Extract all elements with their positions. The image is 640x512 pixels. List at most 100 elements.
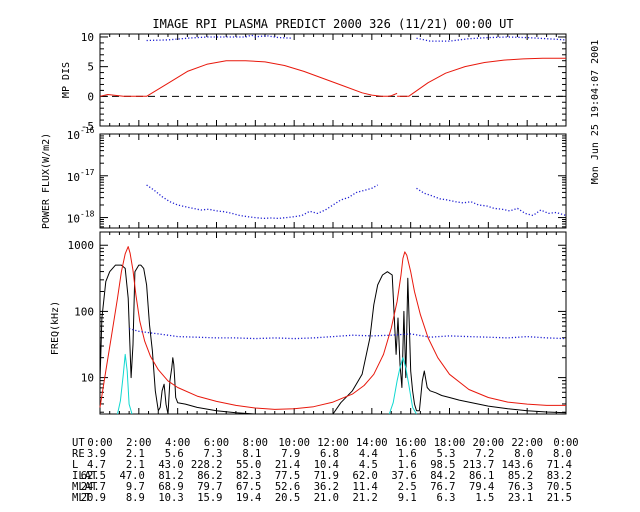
ephemeris-cell: 83.2 [547,470,572,482]
power-flux-line [416,187,567,217]
ephemeris-cell: 84.2 [430,470,455,482]
ephemeris-cell: 62.5 [81,470,106,482]
ephemeris-cell: 86.1 [469,470,494,482]
ephemeris-cell: 6:00 [204,437,229,449]
ephemeris-cell: 3.9 [87,448,106,460]
mp-dis-panel: 10 5 0 -5 [81,31,567,133]
power-flux-axis-label: POWER FLUX(W/m2) [41,133,52,229]
ephemeris-cell: 79.4 [469,481,494,493]
ephemeris-cell: 20.5 [275,492,300,504]
ephemeris-cell: 4.4 [359,448,378,460]
ephemeris-cell: 77.5 [275,470,300,482]
ephemeris-cell: 21.2 [353,492,378,504]
y-tick-exponent: -18 [80,210,95,219]
ephemeris-cell: 82.3 [236,470,261,482]
ephemeris-cell: 67.5 [236,481,261,493]
ephemeris-cell: 24.7 [81,481,106,493]
ephemeris-cell: 19.4 [236,492,261,504]
magnetopause-distance-line [397,57,566,97]
ephemeris-cell: 36.2 [314,481,339,493]
ephemeris-cell: 6.3 [437,492,456,504]
ephemeris-cell: 9.1 [398,492,417,504]
plasma-frequency-line [99,264,333,415]
ephemeris-cell: 2.1 [126,448,145,460]
mp-dis-axis-label: MP DIS [61,62,72,98]
magnetopause-distance-line [99,60,398,97]
ephemeris-cell: 213.7 [463,459,495,471]
ephemeris-row-label: MLT [72,492,92,504]
ephemeris-cell: 1.6 [398,448,417,460]
ephemeris-cell: 62.0 [353,470,378,482]
ephemeris-cell: 0:00 [553,437,578,449]
frequency-panel: 1000 100 10 [68,231,567,415]
ephemeris-cell: 20.9 [81,492,106,504]
gyrofrequency-line [99,246,566,410]
ephemeris-cell: 6.8 [320,448,339,460]
ephemeris-cell: 8.0 [553,448,572,460]
ephemeris-cell: 8.9 [126,492,145,504]
ephemeris-cell: 23.1 [508,492,533,504]
ephemeris-cell: 8.1 [242,448,261,460]
plasma-frequency-line [332,271,567,415]
ephemeris-cell: 4.5 [359,459,378,471]
ephemeris-cell: 85.2 [508,470,533,482]
ephemeris-cell: 79.7 [197,481,222,493]
y-tick-exponent: -17 [80,168,95,177]
ephemeris-cell: 9.7 [126,481,145,493]
figure-title: IMAGE RPI PLASMA PREDICT 2000 326 (11/21… [152,17,513,31]
y-tick-label: 1000 [68,239,95,252]
ephemeris-cell: 2:00 [126,437,151,449]
ephemeris-cell: 68.9 [158,481,183,493]
ephemeris-cell: 37.6 [391,470,416,482]
ephemeris-cell: 228.2 [191,459,223,471]
ephemeris-row-label: UT [72,437,85,449]
y-tick-label: 10 [67,171,80,184]
y-tick-exponent: -16 [80,126,95,135]
power-flux-line [146,184,379,220]
y-tick-label: 0 [87,90,94,103]
ephemeris-cell: 15.9 [197,492,222,504]
ephemeris-cell: 76.7 [430,481,455,493]
ephemeris-cell: 7.9 [281,448,300,460]
ephemeris-table: UT 0:00 2:00 4:00 6:00 8:00 10:00 12:00 14:00 16:… [72,437,579,504]
ephemeris-row-label: L [72,459,78,471]
ephemeris-cell: 47.0 [120,470,145,482]
ephemeris-cell: 43.0 [158,459,183,471]
ephemeris-cell: 5.3 [437,448,456,460]
ephemeris-cell: 18:00 [434,437,466,449]
ephemeris-cell: 21.5 [547,492,572,504]
ephemeris-cell: 10.3 [158,492,183,504]
ephemeris-cell: 11.4 [353,481,378,493]
ephemeris-cell: 143.6 [502,459,534,471]
y-tick-label: 10 [67,213,80,226]
ephemeris-cell: 10.4 [314,459,339,471]
ephemeris-cell: 7.2 [475,448,494,460]
model-distance-line [416,36,567,42]
ephemeris-cell: 71.4 [547,459,572,471]
ephemeris-cell: 7.3 [204,448,223,460]
y-tick-label: 10 [81,31,94,44]
ephemeris-cell: 98.5 [430,459,455,471]
y-tick-label: -5 [81,120,94,133]
ephemeris-cell: 1.5 [475,492,494,504]
y-tick-label: 100 [74,305,94,318]
electron-cyclotron-line [117,353,133,415]
ephemeris-cell: 22:00 [511,437,543,449]
electron-cyclotron-line [388,357,417,415]
ephemeris-cell: 71.9 [314,470,339,482]
ephemeris-cell: 21.4 [275,459,300,471]
y-tick-label: 10 [81,372,94,385]
ephemeris-row-label: RE [72,448,85,460]
ephemeris-cell: 81.2 [158,470,183,482]
ephemeris-cell: 76.3 [508,481,533,493]
ephemeris-row-label: MLAT [72,481,98,493]
ephemeris-cell: 70.5 [547,481,572,493]
ephemeris-cell: 1.6 [398,459,417,471]
ephemeris-cell: 12:00 [317,437,349,449]
ephemeris-cell: 16:00 [395,437,427,449]
ephemeris-cell: 2.1 [126,459,145,471]
ephemeris-cell: 14:00 [356,437,388,449]
ephemeris-cell: 4.7 [87,459,106,471]
